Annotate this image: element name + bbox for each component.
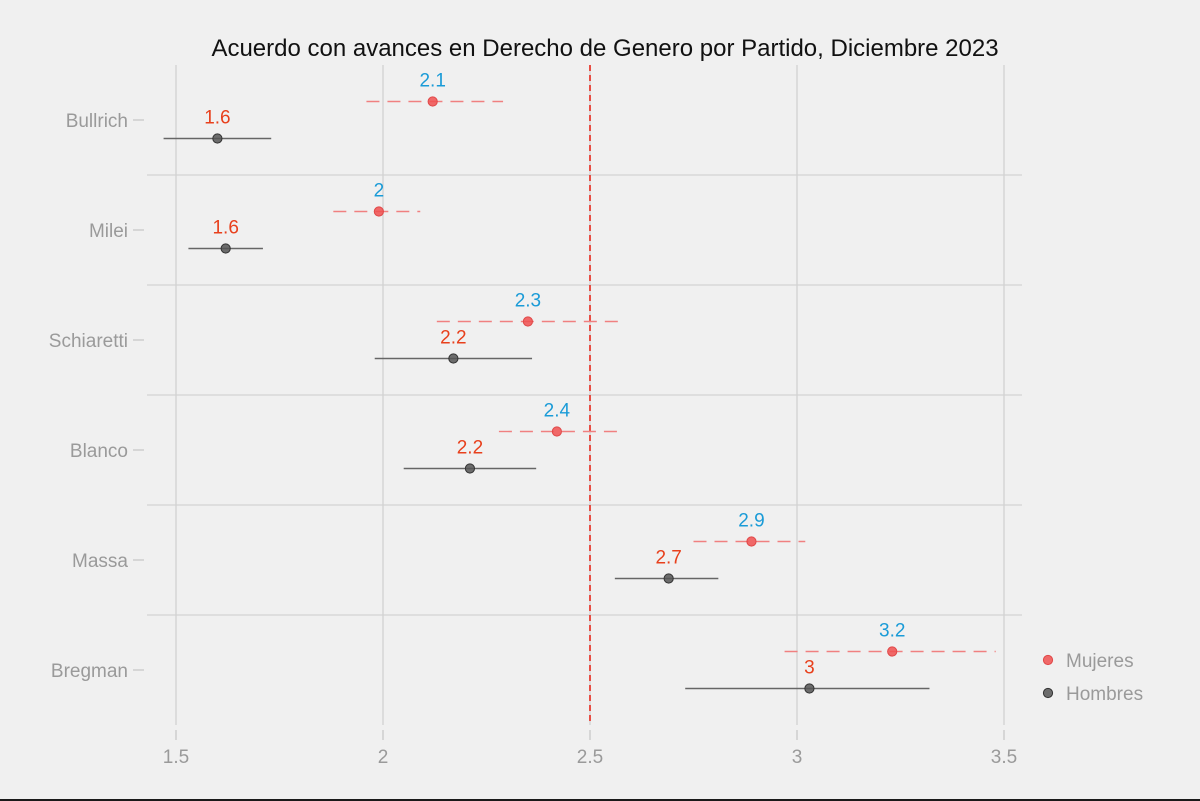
x-tick-label: 3.5 — [991, 747, 1017, 768]
hombres-value-label: 2.2 — [440, 328, 466, 349]
hombres-point — [804, 683, 815, 694]
category-label: Bregman — [51, 661, 128, 682]
category-label: Bullrich — [66, 111, 128, 132]
category-axis: Bullrich Milei Schiaretti Blanco Massa Bregma… — [49, 111, 144, 682]
mujeres-value-label: 2.3 — [515, 291, 541, 312]
x-axis: 1.5 2 2.5 3 3.5 — [163, 730, 1017, 768]
mujeres-point — [551, 426, 562, 437]
legend: Mujeres Hombres — [1042, 651, 1143, 705]
category-label: Blanco — [70, 441, 128, 462]
mujeres-value-label: 3.2 — [879, 621, 905, 642]
hombres-point — [220, 243, 231, 254]
mujeres-point — [427, 96, 438, 107]
x-tick-label: 2.5 — [577, 747, 603, 768]
mujeres-point — [522, 316, 534, 327]
mujeres-point — [746, 536, 757, 547]
chart-title: Acuerdo con avances en Derecho de Genero… — [211, 35, 998, 62]
data-marks: 2.1 2 2.3 2.4 2.9 3.2 1.6 1.6 2.2 2.2 2.7 3 — [163, 71, 996, 694]
bottom-border — [0, 799, 1200, 801]
mujeres-value-label: 2.9 — [738, 511, 764, 532]
mujeres-point — [373, 206, 384, 217]
legend-hombres-marker — [1042, 687, 1054, 699]
legend-hombres-label: Hombres — [1066, 684, 1143, 705]
hombres-point — [464, 463, 476, 474]
mujeres-point — [887, 646, 898, 657]
hombres-value-label: 3 — [804, 658, 815, 679]
x-tick-label: 3 — [792, 747, 803, 768]
mujeres-value-label: 2 — [374, 181, 385, 202]
category-label: Schiaretti — [49, 331, 128, 352]
mujeres-value-label: 2.1 — [419, 71, 445, 92]
hombres-point — [448, 353, 459, 364]
category-label: Milei — [89, 221, 128, 242]
hombres-value-label: 2.7 — [655, 548, 681, 569]
legend-mujeres-marker — [1042, 654, 1054, 666]
x-tick-label: 2 — [378, 747, 389, 768]
x-tick-label: 1.5 — [163, 747, 189, 768]
hombres-value-label: 1.6 — [204, 108, 230, 129]
mujeres-value-label: 2.4 — [544, 401, 571, 422]
hombres-point — [212, 133, 223, 144]
hombres-point — [663, 573, 674, 584]
hombres-value-label: 1.6 — [212, 218, 238, 239]
legend-mujeres-label: Mujeres — [1066, 651, 1134, 672]
category-label: Massa — [72, 551, 128, 572]
hombres-value-label: 2.2 — [457, 438, 483, 459]
